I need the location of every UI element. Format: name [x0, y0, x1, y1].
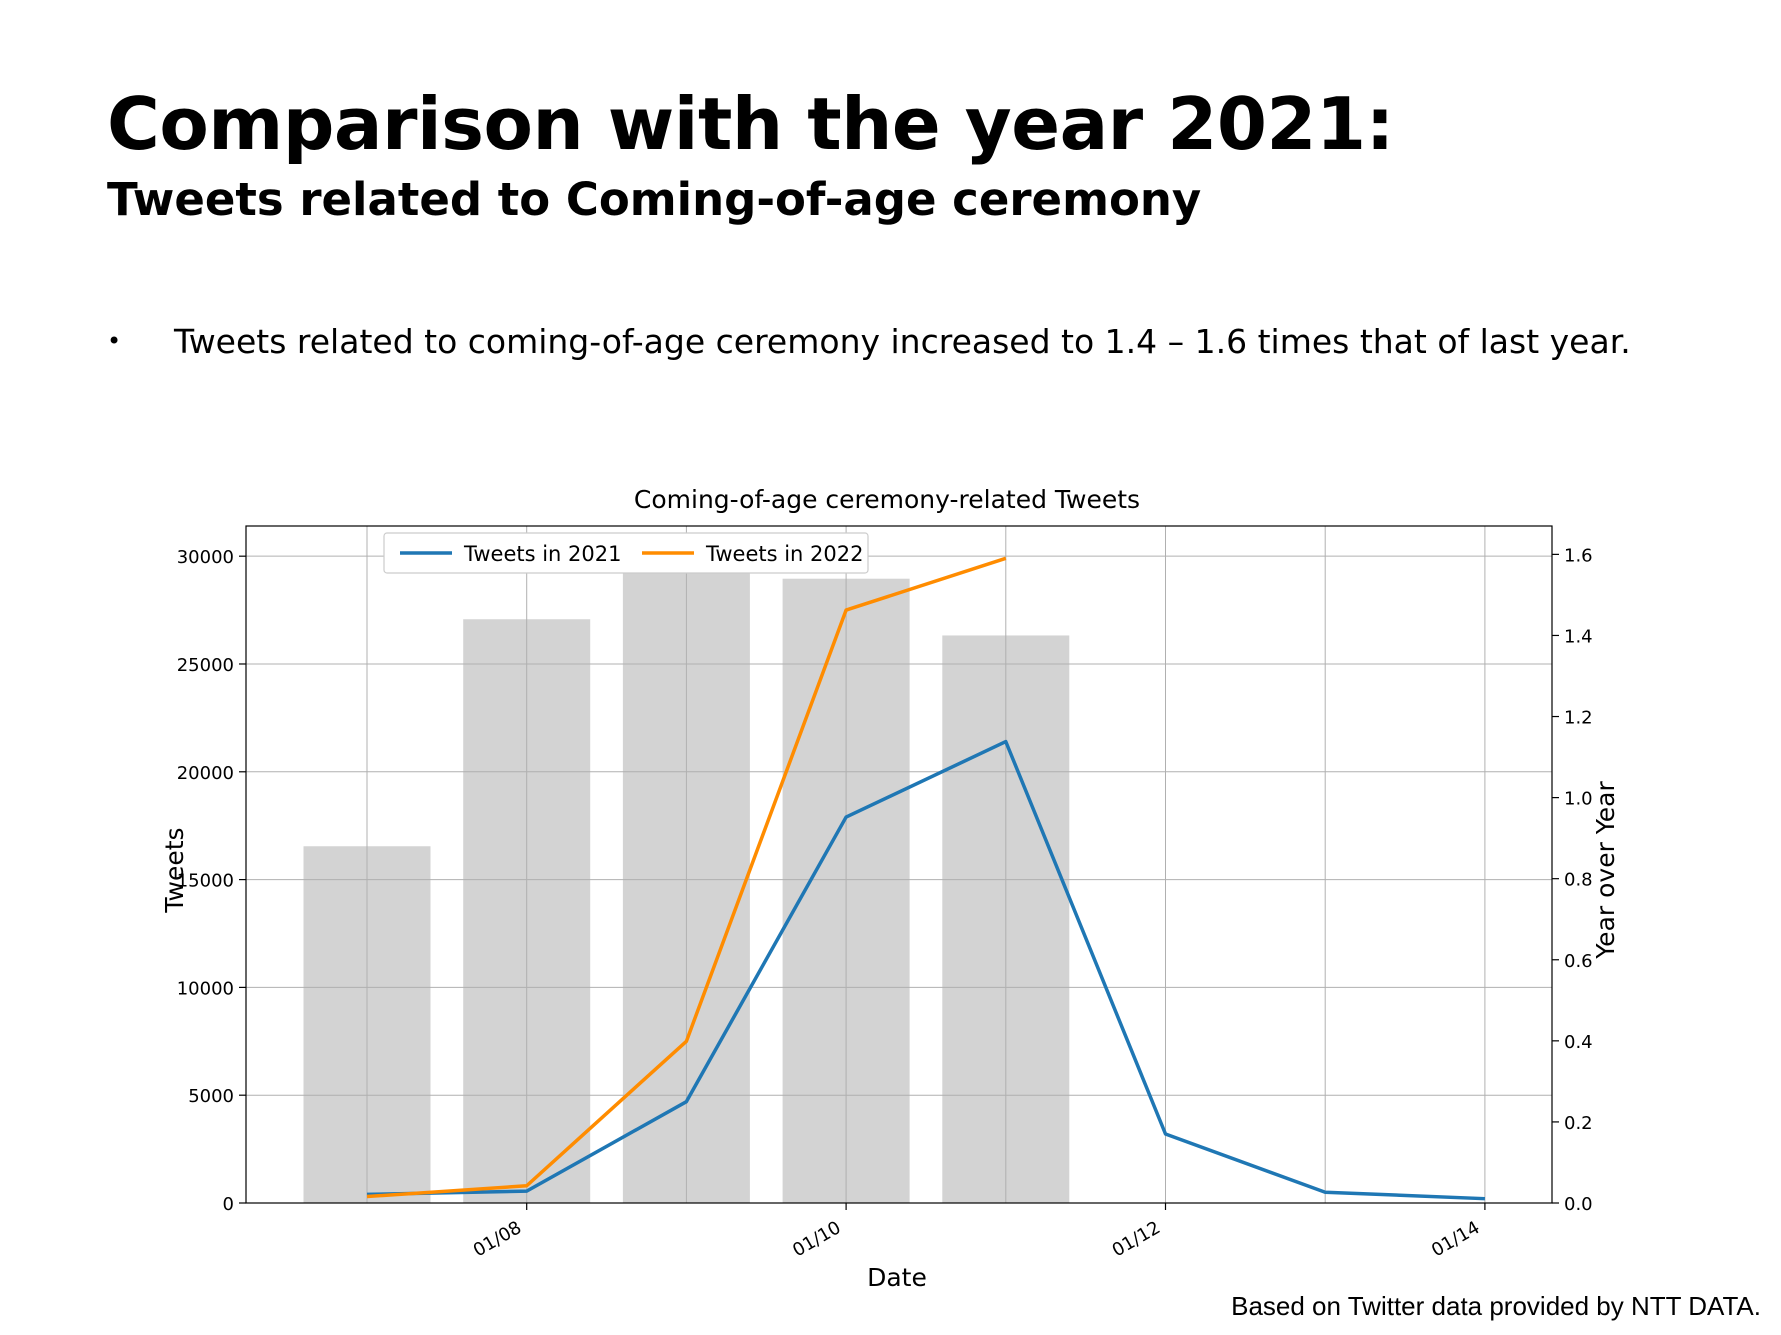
x-tick-label: 01/14	[1428, 1217, 1483, 1261]
plot-frame	[245, 525, 1553, 1204]
y-tick-label: 5000	[188, 1086, 234, 1107]
x-tick-label: 01/12	[1109, 1217, 1164, 1261]
x-axis-label: Date	[867, 1263, 927, 1292]
series-line-1	[366, 556, 1007, 1199]
y-tick-label: 10000	[177, 978, 234, 999]
y2-tick-label: 1.2	[1564, 708, 1593, 729]
y-tick-label: 20000	[177, 763, 234, 784]
y2-tick-label: 1.4	[1564, 626, 1593, 647]
y2-tick-label: 1.6	[1564, 545, 1593, 566]
legend-box	[383, 532, 869, 574]
lines-layer	[366, 556, 1485, 1201]
series-line-0	[366, 739, 1485, 1201]
y2-tick-label: 0.2	[1564, 1113, 1593, 1134]
y-tick-label: 30000	[177, 547, 234, 568]
x-axis: 01/08 01/10 01/12 01/14	[470, 1203, 1486, 1261]
chart-title: Coming-of-age ceremony-related Tweets	[634, 485, 1140, 514]
y-tick-label: 0	[223, 1194, 234, 1215]
legend: Tweets in 2021 Tweets in 2022	[383, 532, 869, 574]
x-tick-label: 01/10	[789, 1217, 844, 1261]
legend-label-2021: Tweets in 2021	[463, 542, 621, 566]
y-axis-left: 0 5000 10000 15000 20000 25000 30000	[177, 547, 246, 1215]
slide-title: Comparison with the year 2021:	[107, 82, 1394, 166]
y2-tick-label: 0.8	[1564, 870, 1593, 891]
bullet-text: Tweets related to coming-of-age ceremony…	[174, 322, 1631, 361]
y2-axis-label: Year over Year	[1591, 781, 1620, 960]
y2-tick-label: 0.4	[1564, 1032, 1593, 1053]
y-tick-label: 15000	[177, 871, 234, 892]
slide-subtitle: Tweets related to Coming-of-age ceremony	[107, 173, 1202, 226]
bullet-icon: •	[107, 327, 122, 355]
y-axis-label: Tweets	[160, 827, 189, 913]
y-axis-right: 0.0 0.2 0.4 0.6 0.8 1.0 1.2 1.4 1.6	[1552, 545, 1593, 1215]
y2-tick-label: 0.0	[1564, 1194, 1593, 1215]
x-tick-label: 01/08	[470, 1217, 525, 1261]
legend-label-2022: Tweets in 2022	[705, 542, 863, 566]
y-tick-label: 25000	[177, 655, 234, 676]
y2-tick-label: 1.0	[1564, 789, 1593, 810]
y2-tick-label: 0.6	[1564, 951, 1593, 972]
source-note: Based on Twitter data provided by NTT DA…	[1231, 1291, 1761, 1321]
